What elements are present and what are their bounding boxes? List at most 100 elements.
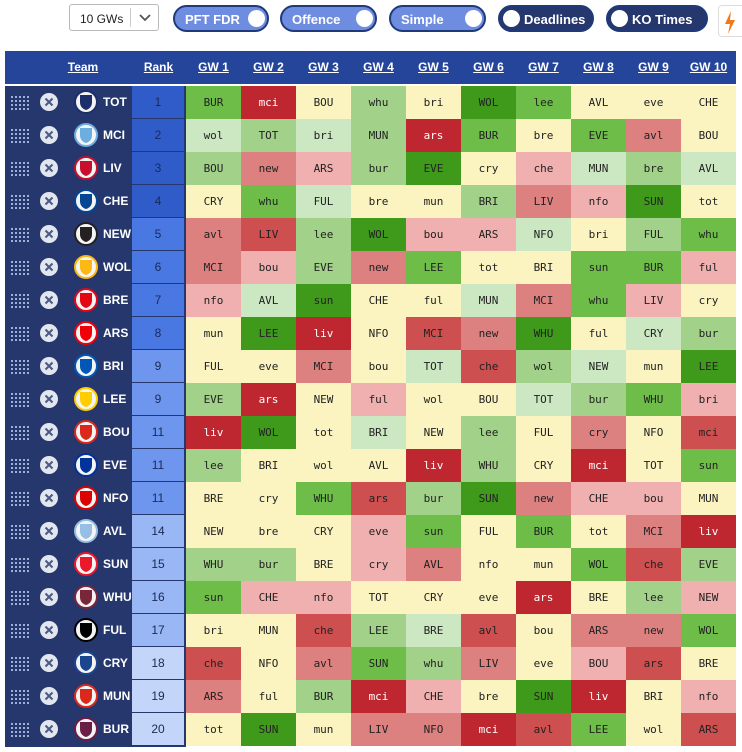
- fixture-cell: CRY: [186, 185, 241, 218]
- fixture-cell: ars: [406, 119, 461, 152]
- toggle-deadlines[interactable]: Deadlines: [498, 5, 594, 32]
- remove-team-button[interactable]: [35, 185, 71, 218]
- table-row: CRY 18 che NFO avl SUN whu LIV eve BOU ars BRE: [5, 647, 736, 680]
- team-crest-icon: [74, 156, 98, 180]
- drag-handle[interactable]: [5, 449, 35, 482]
- drag-handle[interactable]: [5, 482, 35, 515]
- drag-handle[interactable]: [5, 713, 35, 746]
- fixture-cell: liv: [296, 317, 351, 350]
- fixture-cell: BOU: [681, 119, 736, 152]
- remove-circle: [40, 192, 58, 210]
- fixture-cell: NEW: [406, 416, 461, 449]
- drag-handle[interactable]: [5, 647, 35, 680]
- remove-team-button[interactable]: [35, 482, 71, 515]
- team-cell: FUL: [71, 614, 131, 647]
- team-rank: 15: [131, 548, 186, 581]
- gameweek-column-header[interactable]: GW 9: [638, 60, 669, 74]
- remove-team-button[interactable]: [35, 383, 71, 416]
- fixture-cell: wol: [296, 449, 351, 482]
- remove-team-button[interactable]: [35, 251, 71, 284]
- team-crest-icon: [74, 189, 98, 213]
- drag-handle[interactable]: [5, 86, 35, 119]
- fixture-cell: new: [626, 614, 681, 647]
- remove-team-button[interactable]: [35, 317, 71, 350]
- close-icon: [44, 262, 54, 272]
- fixture-cell: cry: [681, 284, 736, 317]
- drag-handle[interactable]: [5, 416, 35, 449]
- remove-team-button[interactable]: [35, 86, 71, 119]
- gameweek-count-select[interactable]: 10 GWs: [69, 4, 159, 31]
- remove-team-button[interactable]: [35, 581, 71, 614]
- remove-team-button[interactable]: [35, 614, 71, 647]
- gameweek-column-header[interactable]: GW 5: [418, 60, 449, 74]
- remove-circle: [40, 225, 58, 243]
- drag-handle[interactable]: [5, 218, 35, 251]
- gameweek-column-header[interactable]: GW 10: [689, 60, 728, 74]
- remove-circle: [40, 588, 58, 606]
- table-row: WOL 6 MCI bou EVE new LEE tot BRI sun BUR ful: [5, 251, 736, 284]
- fixture-cell: AVL: [241, 284, 296, 317]
- toggle-ko-times[interactable]: KO Times: [606, 5, 708, 32]
- remove-team-button[interactable]: [35, 284, 71, 317]
- remove-team-button[interactable]: [35, 647, 71, 680]
- fixture-cell: ARS: [461, 218, 516, 251]
- drag-handle[interactable]: [5, 548, 35, 581]
- remove-team-button[interactable]: [35, 152, 71, 185]
- drag-handle[interactable]: [5, 383, 35, 416]
- team-code: ARS: [103, 326, 129, 340]
- lightning-icon-button[interactable]: [718, 5, 742, 37]
- table-row: BUR 20 tot SUN mun LIV NFO mci avl LEE wol ARS: [5, 713, 736, 746]
- remove-team-button[interactable]: [35, 515, 71, 548]
- toggle-pft-fdr[interactable]: PFT FDR: [173, 5, 269, 32]
- fixture-cell: wol: [186, 119, 241, 152]
- fixture-cell: new: [241, 152, 296, 185]
- fixture-cell: BRE: [186, 482, 241, 515]
- team-column-header[interactable]: Team: [67, 60, 99, 74]
- team-cell: CHE: [71, 185, 131, 218]
- fixture-cell: eve: [241, 350, 296, 383]
- gameweek-column-header[interactable]: GW 6: [473, 60, 504, 74]
- drag-handle[interactable]: [5, 185, 35, 218]
- gameweek-column-header[interactable]: GW 2: [253, 60, 284, 74]
- drag-handle[interactable]: [5, 350, 35, 383]
- rank-column-header[interactable]: Rank: [143, 60, 174, 74]
- gameweek-column-header[interactable]: GW 7: [528, 60, 559, 74]
- remove-circle: [40, 390, 58, 408]
- drag-handle[interactable]: [5, 581, 35, 614]
- fixture-cell: che: [186, 647, 241, 680]
- fixture-cell: mun: [406, 185, 461, 218]
- drag-handle[interactable]: [5, 614, 35, 647]
- drag-handle-icon: [11, 129, 29, 143]
- remove-team-button[interactable]: [35, 713, 71, 746]
- team-cell: BOU: [71, 416, 131, 449]
- remove-team-button[interactable]: [35, 416, 71, 449]
- remove-team-button[interactable]: [35, 119, 71, 152]
- drag-handle[interactable]: [5, 251, 35, 284]
- toggle-offence[interactable]: Offence: [280, 5, 377, 32]
- remove-team-button[interactable]: [35, 350, 71, 383]
- remove-team-button[interactable]: [35, 218, 71, 251]
- team-crest-icon: [74, 717, 98, 741]
- fixture-cell: SUN: [626, 185, 681, 218]
- toggle-knob: [248, 10, 265, 27]
- remove-team-button[interactable]: [35, 680, 71, 713]
- remove-team-button[interactable]: [35, 548, 71, 581]
- drag-handle[interactable]: [5, 515, 35, 548]
- gameweek-count-value: 10 GWs: [80, 12, 124, 26]
- drag-handle[interactable]: [5, 152, 35, 185]
- fixture-cell: LEE: [681, 350, 736, 383]
- gameweek-column-header[interactable]: GW 4: [363, 60, 394, 74]
- drag-handle[interactable]: [5, 119, 35, 152]
- table-row: TOT 1 BUR mci BOU whu bri WOL lee AVL eve CHE: [5, 86, 736, 119]
- toggle-simple[interactable]: Simple: [389, 5, 486, 32]
- drag-handle[interactable]: [5, 317, 35, 350]
- drag-handle[interactable]: [5, 680, 35, 713]
- remove-team-button[interactable]: [35, 449, 71, 482]
- table-row: ARS 8 mun LEE liv NFO MCI new WHU ful CRY bur: [5, 317, 736, 350]
- drag-handle[interactable]: [5, 284, 35, 317]
- gameweek-column-header[interactable]: GW 1: [198, 60, 229, 74]
- drag-handle-icon: [11, 690, 29, 704]
- gameweek-column-header[interactable]: GW 8: [583, 60, 614, 74]
- gameweek-column-header[interactable]: GW 3: [308, 60, 339, 74]
- team-crest-icon: [74, 90, 98, 114]
